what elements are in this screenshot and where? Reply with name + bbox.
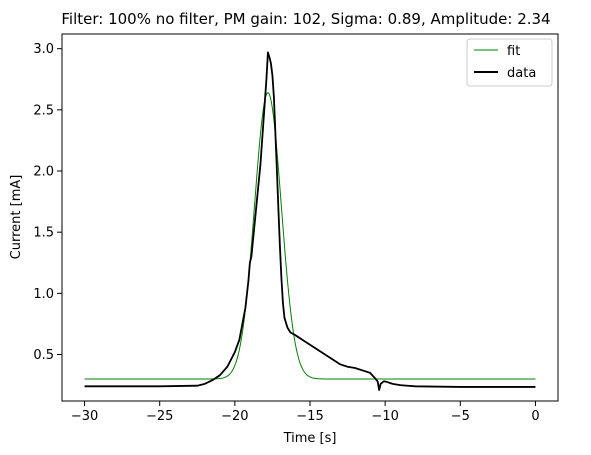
y-axis-label: Current [mA]: [9, 175, 24, 260]
x-tick-label: −20: [221, 409, 248, 424]
y-tick-label: 2.5: [33, 103, 54, 118]
legend: fit data: [467, 39, 552, 86]
legend-data-label: data: [507, 66, 536, 81]
x-tick-label: −15: [296, 409, 323, 424]
y-axis: 0.5 1.0 1.5 2.0 2.5 3.0: [33, 42, 62, 363]
x-tick-label: −30: [71, 409, 98, 424]
x-tick-label: −5: [451, 409, 470, 424]
y-tick-label: 0.5: [33, 348, 54, 363]
x-tick-label: −25: [146, 409, 173, 424]
y-tick-label: 1.5: [33, 226, 54, 241]
y-tick-label: 3.0: [33, 42, 54, 57]
x-axis: −30 −25 −20 −15 −10 −5 0: [71, 401, 540, 424]
x-tick-label: 0: [531, 409, 539, 424]
y-tick-label: 1.0: [33, 287, 54, 302]
y-tick-label: 2.0: [33, 165, 54, 180]
x-axis-label: Time [s]: [283, 431, 337, 446]
chart-title: Filter: 100% no filter, PM gain: 102, Si…: [61, 10, 550, 28]
plot-area: [62, 34, 558, 401]
x-tick-label: −10: [371, 409, 398, 424]
legend-fit-label: fit: [507, 44, 520, 59]
